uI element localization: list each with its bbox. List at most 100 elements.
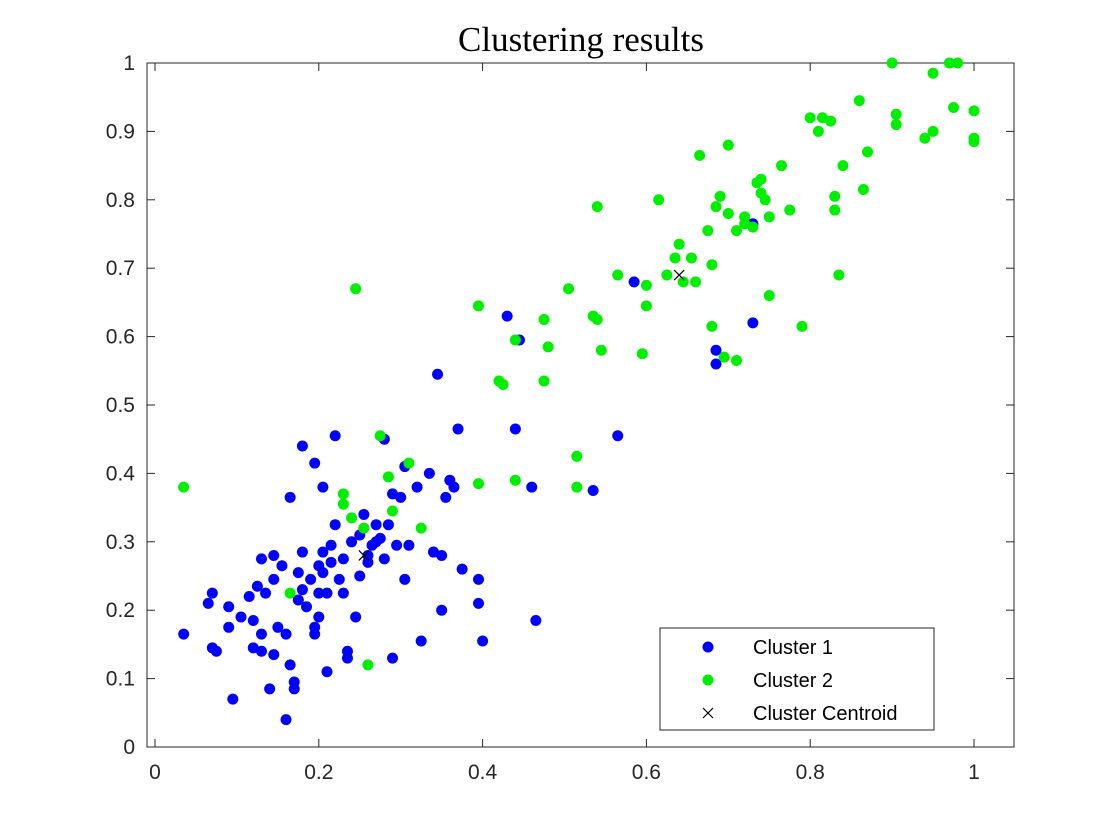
series-3: [358, 269, 685, 561]
data-point: [571, 450, 583, 462]
data-point: [571, 481, 583, 493]
data-point: [292, 594, 304, 606]
data-point: [284, 659, 296, 671]
legend-marker-1: [702, 641, 714, 653]
data-point: [325, 556, 337, 568]
data-point: [927, 125, 939, 137]
data-point: [763, 290, 775, 302]
y-tick-label: 0.5: [106, 394, 135, 417]
data-point: [862, 146, 874, 158]
y-tick-label: 0.6: [106, 326, 135, 349]
data-point: [305, 573, 317, 585]
data-point: [473, 597, 485, 609]
data-point: [296, 584, 308, 596]
data-point: [943, 57, 955, 69]
y-tick-label: 0.7: [106, 257, 135, 280]
data-point: [346, 512, 358, 524]
legend: Cluster 1 Cluster 2 Cluster Centroid: [659, 627, 935, 731]
data-point: [538, 314, 550, 325]
data-point: [202, 597, 214, 609]
data-point: [255, 628, 267, 640]
data-point: [776, 160, 788, 172]
x-tick-label: 0.2: [304, 761, 333, 784]
data-point: [321, 666, 333, 678]
data-point: [886, 57, 898, 69]
data-point: [206, 587, 218, 599]
y-tick-label: 0.4: [106, 462, 136, 485]
data-point: [387, 505, 399, 517]
data-point: [587, 485, 599, 496]
y-tick-label: 0: [123, 736, 135, 759]
x-tick-label: 0.8: [796, 761, 825, 784]
data-point: [378, 553, 390, 565]
data-point: [382, 519, 394, 531]
data-point: [317, 567, 329, 579]
data-point: [251, 580, 263, 592]
data-point: [473, 573, 485, 585]
data-point: [415, 635, 427, 647]
x-tick-label: 0.6: [632, 761, 661, 784]
centroid-marker: [673, 269, 685, 281]
data-point: [853, 95, 865, 107]
data-point: [337, 553, 349, 565]
data-point: [710, 358, 722, 370]
data-point: [403, 457, 415, 469]
data-point: [284, 491, 296, 503]
data-point: [358, 522, 370, 534]
data-point: [358, 508, 370, 520]
data-point: [829, 204, 841, 216]
y-tick-label: 1: [123, 52, 135, 75]
data-point: [280, 628, 292, 640]
data-point: [362, 659, 374, 671]
data-point: [309, 621, 321, 633]
data-point: [685, 252, 697, 264]
data-point: [710, 201, 722, 213]
legend-marker-centroid: [702, 707, 714, 719]
data-point: [473, 300, 485, 312]
data-point: [747, 221, 759, 233]
data-point: [952, 57, 964, 69]
data-point: [362, 556, 374, 568]
data-point: [591, 314, 603, 325]
data-point: [272, 621, 284, 633]
data-point: [264, 683, 276, 695]
y-tick-label: 0.8: [106, 189, 135, 212]
data-point: [391, 539, 403, 551]
data-point: [399, 573, 411, 585]
data-point: [387, 652, 399, 664]
data-point: [595, 344, 607, 356]
data-point: [702, 225, 714, 237]
data-point: [284, 587, 296, 599]
data-point: [288, 676, 300, 688]
data-point: [235, 611, 247, 623]
data-point: [223, 621, 235, 633]
data-point: [890, 119, 902, 131]
data-point: [423, 467, 435, 479]
data-point: [591, 201, 603, 213]
data-point: [653, 194, 665, 206]
data-point: [337, 488, 349, 500]
data-point: [661, 269, 673, 281]
data-point: [268, 649, 280, 661]
data-point: [448, 481, 460, 493]
legend-marker-2: [702, 674, 714, 686]
data-point: [178, 481, 190, 493]
data-point: [309, 457, 321, 469]
data-point: [722, 139, 734, 151]
data-point: [640, 279, 652, 291]
data-point: [317, 546, 329, 558]
data-point: [301, 601, 313, 613]
data-point: [313, 587, 325, 599]
data-point: [370, 519, 382, 531]
data-point: [477, 635, 489, 647]
data-point: [755, 173, 767, 185]
y-tick-label: 0.3: [106, 531, 135, 554]
data-point: [436, 549, 448, 561]
data-point: [526, 481, 538, 493]
data-point: [374, 430, 386, 442]
data-point: [796, 320, 808, 332]
data-point: [227, 693, 239, 705]
data-point: [837, 160, 849, 172]
data-point: [812, 125, 824, 137]
data-point: [784, 204, 796, 216]
